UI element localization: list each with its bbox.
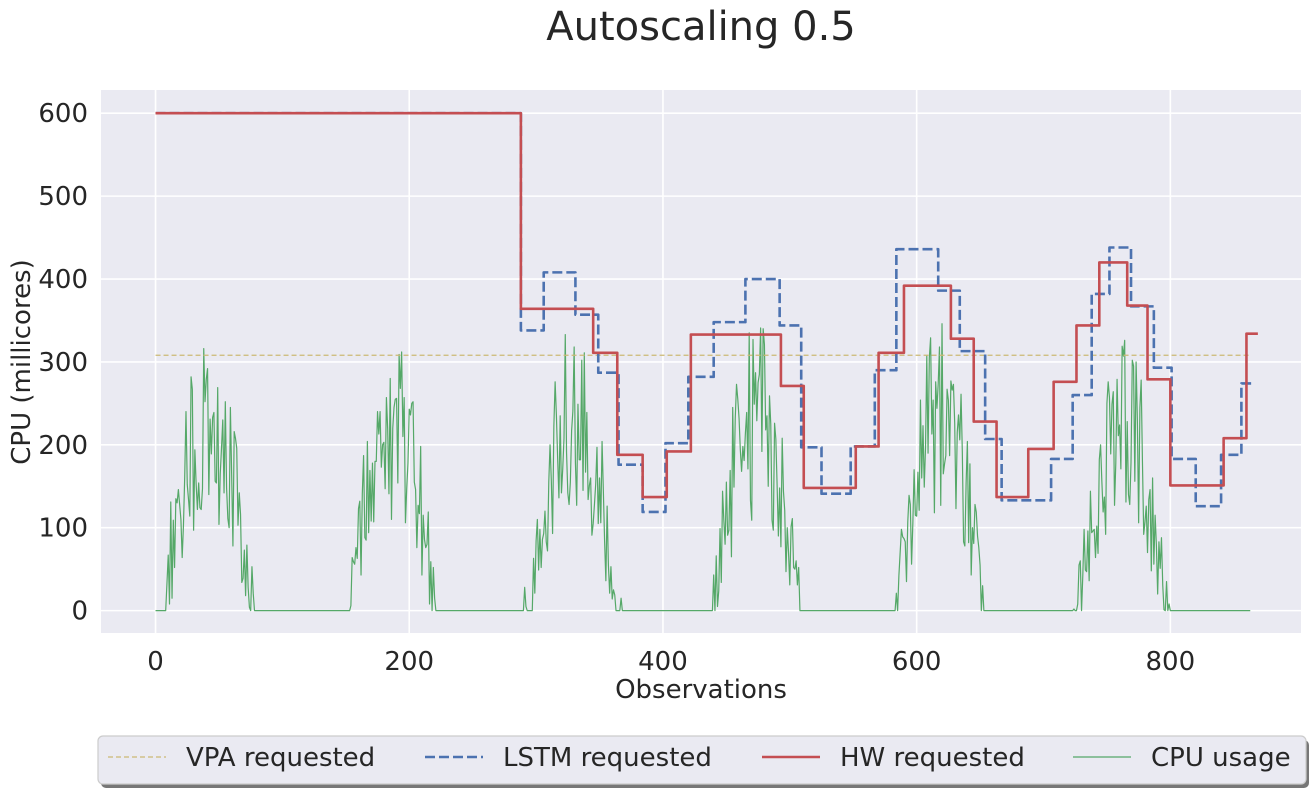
x-tick-label: 400 [638, 647, 688, 677]
chart-title: Autoscaling 0.5 [546, 4, 856, 50]
y-tick-label: 200 [38, 431, 88, 461]
y-tick-label: 400 [38, 265, 88, 295]
tick-labels: 0 200 400 600 800 0 100 200 300 400 500 600 [38, 99, 1195, 677]
y-tick-label: 500 [38, 182, 88, 212]
legend-vpa-requested-label: VPA requested [186, 743, 375, 773]
y-tick-label: 300 [38, 348, 88, 378]
x-tick-label: 600 [892, 647, 942, 677]
legend: VPA requested LSTM requested HW requested C… [97, 735, 1309, 788]
legend-hw-requested-label: HW requested [840, 743, 1025, 773]
series-line-hw-requested [155, 111, 1258, 499]
x-axis-label: Observations [615, 675, 787, 705]
y-tick-label: 0 [71, 597, 88, 627]
x-tick-label: 800 [1146, 647, 1196, 677]
x-tick-label: 0 [147, 647, 164, 677]
x-tick-label: 200 [384, 647, 434, 677]
y-axis-label: CPU (millicores) [7, 259, 37, 465]
legend-cpu-usage-label: CPU usage [1151, 743, 1291, 773]
legend-box [97, 735, 1307, 785]
grid-lines [101, 90, 1301, 633]
y-tick-label: 100 [38, 514, 88, 544]
series-line-cpu-usage [155, 323, 1251, 612]
y-tick-label: 600 [38, 99, 88, 129]
series-layer [155, 111, 1258, 612]
legend-lstm-requested-label: LSTM requested [503, 743, 712, 773]
